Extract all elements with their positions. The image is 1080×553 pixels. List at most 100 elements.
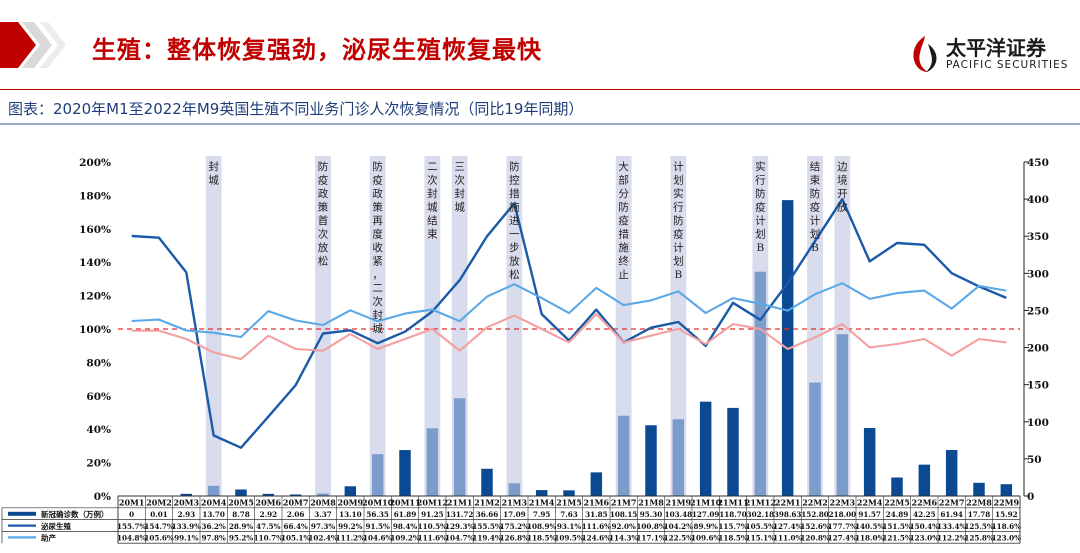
annotation-label-char: 束 [810, 175, 821, 187]
table-cell: 111.0% [773, 534, 803, 543]
annotation-label-char: 分 [618, 188, 629, 200]
table-cell: 150.4% [910, 522, 940, 531]
table-cell: 66.4% [283, 522, 308, 531]
company-logo: 太平洋证券 PACIFIC SECURITIES [908, 30, 1080, 80]
table-cell: 127.4% [828, 534, 858, 543]
table-cell: 109.6% [691, 534, 721, 543]
annotation-label-char: 境 [837, 174, 848, 187]
left-tick-label: 160% [79, 224, 111, 236]
annotation-label-char: 终 [618, 255, 629, 268]
table-cell: 114.3% [609, 534, 639, 543]
bar-22M6 [918, 464, 931, 496]
right-tick-label: 100 [1027, 417, 1049, 429]
table-cell: 104.2% [664, 522, 694, 531]
table-cell: 95.2% [229, 534, 254, 543]
x-tick-label: 20M1 [119, 497, 145, 507]
table-cell: 89.9% [693, 522, 718, 531]
table-cell: 121.5% [882, 534, 912, 543]
bar-21M1 [453, 398, 466, 496]
table-cell: 177.7% [828, 522, 858, 531]
annotation-label-char: 政 [372, 187, 383, 200]
logo-icon [913, 36, 937, 72]
bar-20M6 [262, 493, 275, 496]
table-cell: 104.6% [363, 534, 393, 543]
x-tick-label: 22M8 [966, 497, 992, 507]
annotation-label-char: 疫 [618, 214, 629, 227]
annotation-label-char: 疫 [673, 228, 684, 241]
table-cell: 105.1% [281, 534, 311, 543]
table-cell: 8.78 [232, 510, 250, 519]
table-cell: 151.5% [882, 522, 912, 531]
table-cell: 7.95 [533, 510, 551, 519]
x-tick-label: 20M3 [174, 497, 200, 507]
table-cell: 7.63 [560, 510, 578, 519]
table-cell: 105.6% [144, 534, 174, 543]
bar-21M12 [754, 271, 767, 496]
annotation-label-char: 防 [618, 201, 629, 214]
annotation-label-char: 防 [673, 214, 684, 227]
table-cell: 0 [129, 510, 134, 519]
x-tick-label: 22M5 [884, 497, 910, 507]
table-cell: 98.4% [393, 522, 418, 531]
annotation-label-char: 措 [509, 187, 520, 200]
table-cell: 133.9% [172, 522, 202, 531]
x-tick-label: 21M11 [717, 497, 748, 507]
table-cell: 24.89 [886, 510, 909, 519]
table-cell: 13.70 [202, 510, 225, 519]
x-tick-label: 21M7 [611, 497, 637, 507]
annotation-label-char: 收 [372, 241, 383, 254]
annotation-label-char: 开 [837, 188, 848, 200]
table-row-label: 新冠确诊数（万例） [41, 509, 109, 519]
bar-22M7 [945, 450, 958, 496]
table-cell: 105.5% [746, 522, 776, 531]
annotation-label-char: 结 [810, 160, 821, 173]
table-cell: 104.8% [117, 534, 147, 543]
bar-21M4 [535, 490, 548, 496]
annotation-label-char: 疫 [755, 201, 766, 214]
annotation-label-char: 城 [427, 202, 438, 214]
legend-swatch-bar [8, 511, 36, 516]
bar-21M2 [481, 468, 493, 496]
annotation-label-char: 实 [755, 160, 766, 173]
annotation-label-char: 松 [318, 255, 329, 268]
x-tick-label: 20M9 [338, 497, 364, 507]
table-cell: 92.0% [611, 522, 636, 531]
table-cell: 91.25 [421, 510, 444, 519]
table-cell: 102.4% [308, 534, 338, 543]
left-tick-label: 100% [79, 324, 111, 336]
annotation-label-char: 疫 [372, 174, 383, 187]
x-tick-label: 21M2 [474, 497, 500, 507]
table-cell: 2.06 [287, 510, 305, 519]
annotation-label-char: 大 [618, 160, 629, 173]
annotation-label-char: 行 [755, 174, 766, 187]
table-cell: 111.2% [336, 534, 366, 543]
x-tick-label: 21M1 [447, 497, 473, 507]
annotation-label-char: 封 [427, 187, 438, 200]
table-cell: 120.8% [800, 534, 830, 543]
table-cell: 111.6% [418, 534, 448, 543]
header-decoration [0, 22, 66, 68]
annotation-label-char: 计 [810, 214, 821, 227]
annotation-label-char: 疫 [318, 174, 329, 187]
annotation-label-char: 策 [318, 201, 329, 214]
bar-20M5 [235, 489, 247, 496]
bar-20M11 [399, 450, 411, 496]
bar-20M10 [371, 454, 384, 496]
annotation-band [615, 156, 632, 496]
annotation-label-char: 松 [509, 268, 520, 281]
annotation-label-char: 划 [673, 255, 684, 268]
table-cell: 17.09 [503, 510, 526, 519]
x-tick-label: 22M4 [857, 497, 883, 507]
left-tick-label: 200% [79, 157, 111, 169]
table-cell: 122.5% [664, 534, 694, 543]
table-cell: 129.3% [445, 522, 475, 531]
annotation-label-char: 计 [755, 214, 766, 227]
page-title: 生殖：整体恢复强劲，泌尿生殖恢复最快 [92, 35, 542, 64]
right-tick-label: 350 [1027, 231, 1049, 243]
table-cell: 3.37 [314, 510, 332, 519]
bar-22M2 [809, 382, 821, 496]
right-tick-label: 400 [1027, 194, 1049, 206]
table-cell: 31.85 [585, 510, 608, 519]
table-cell: 155.5% [472, 522, 502, 531]
table-cell: 95.30 [640, 510, 663, 519]
